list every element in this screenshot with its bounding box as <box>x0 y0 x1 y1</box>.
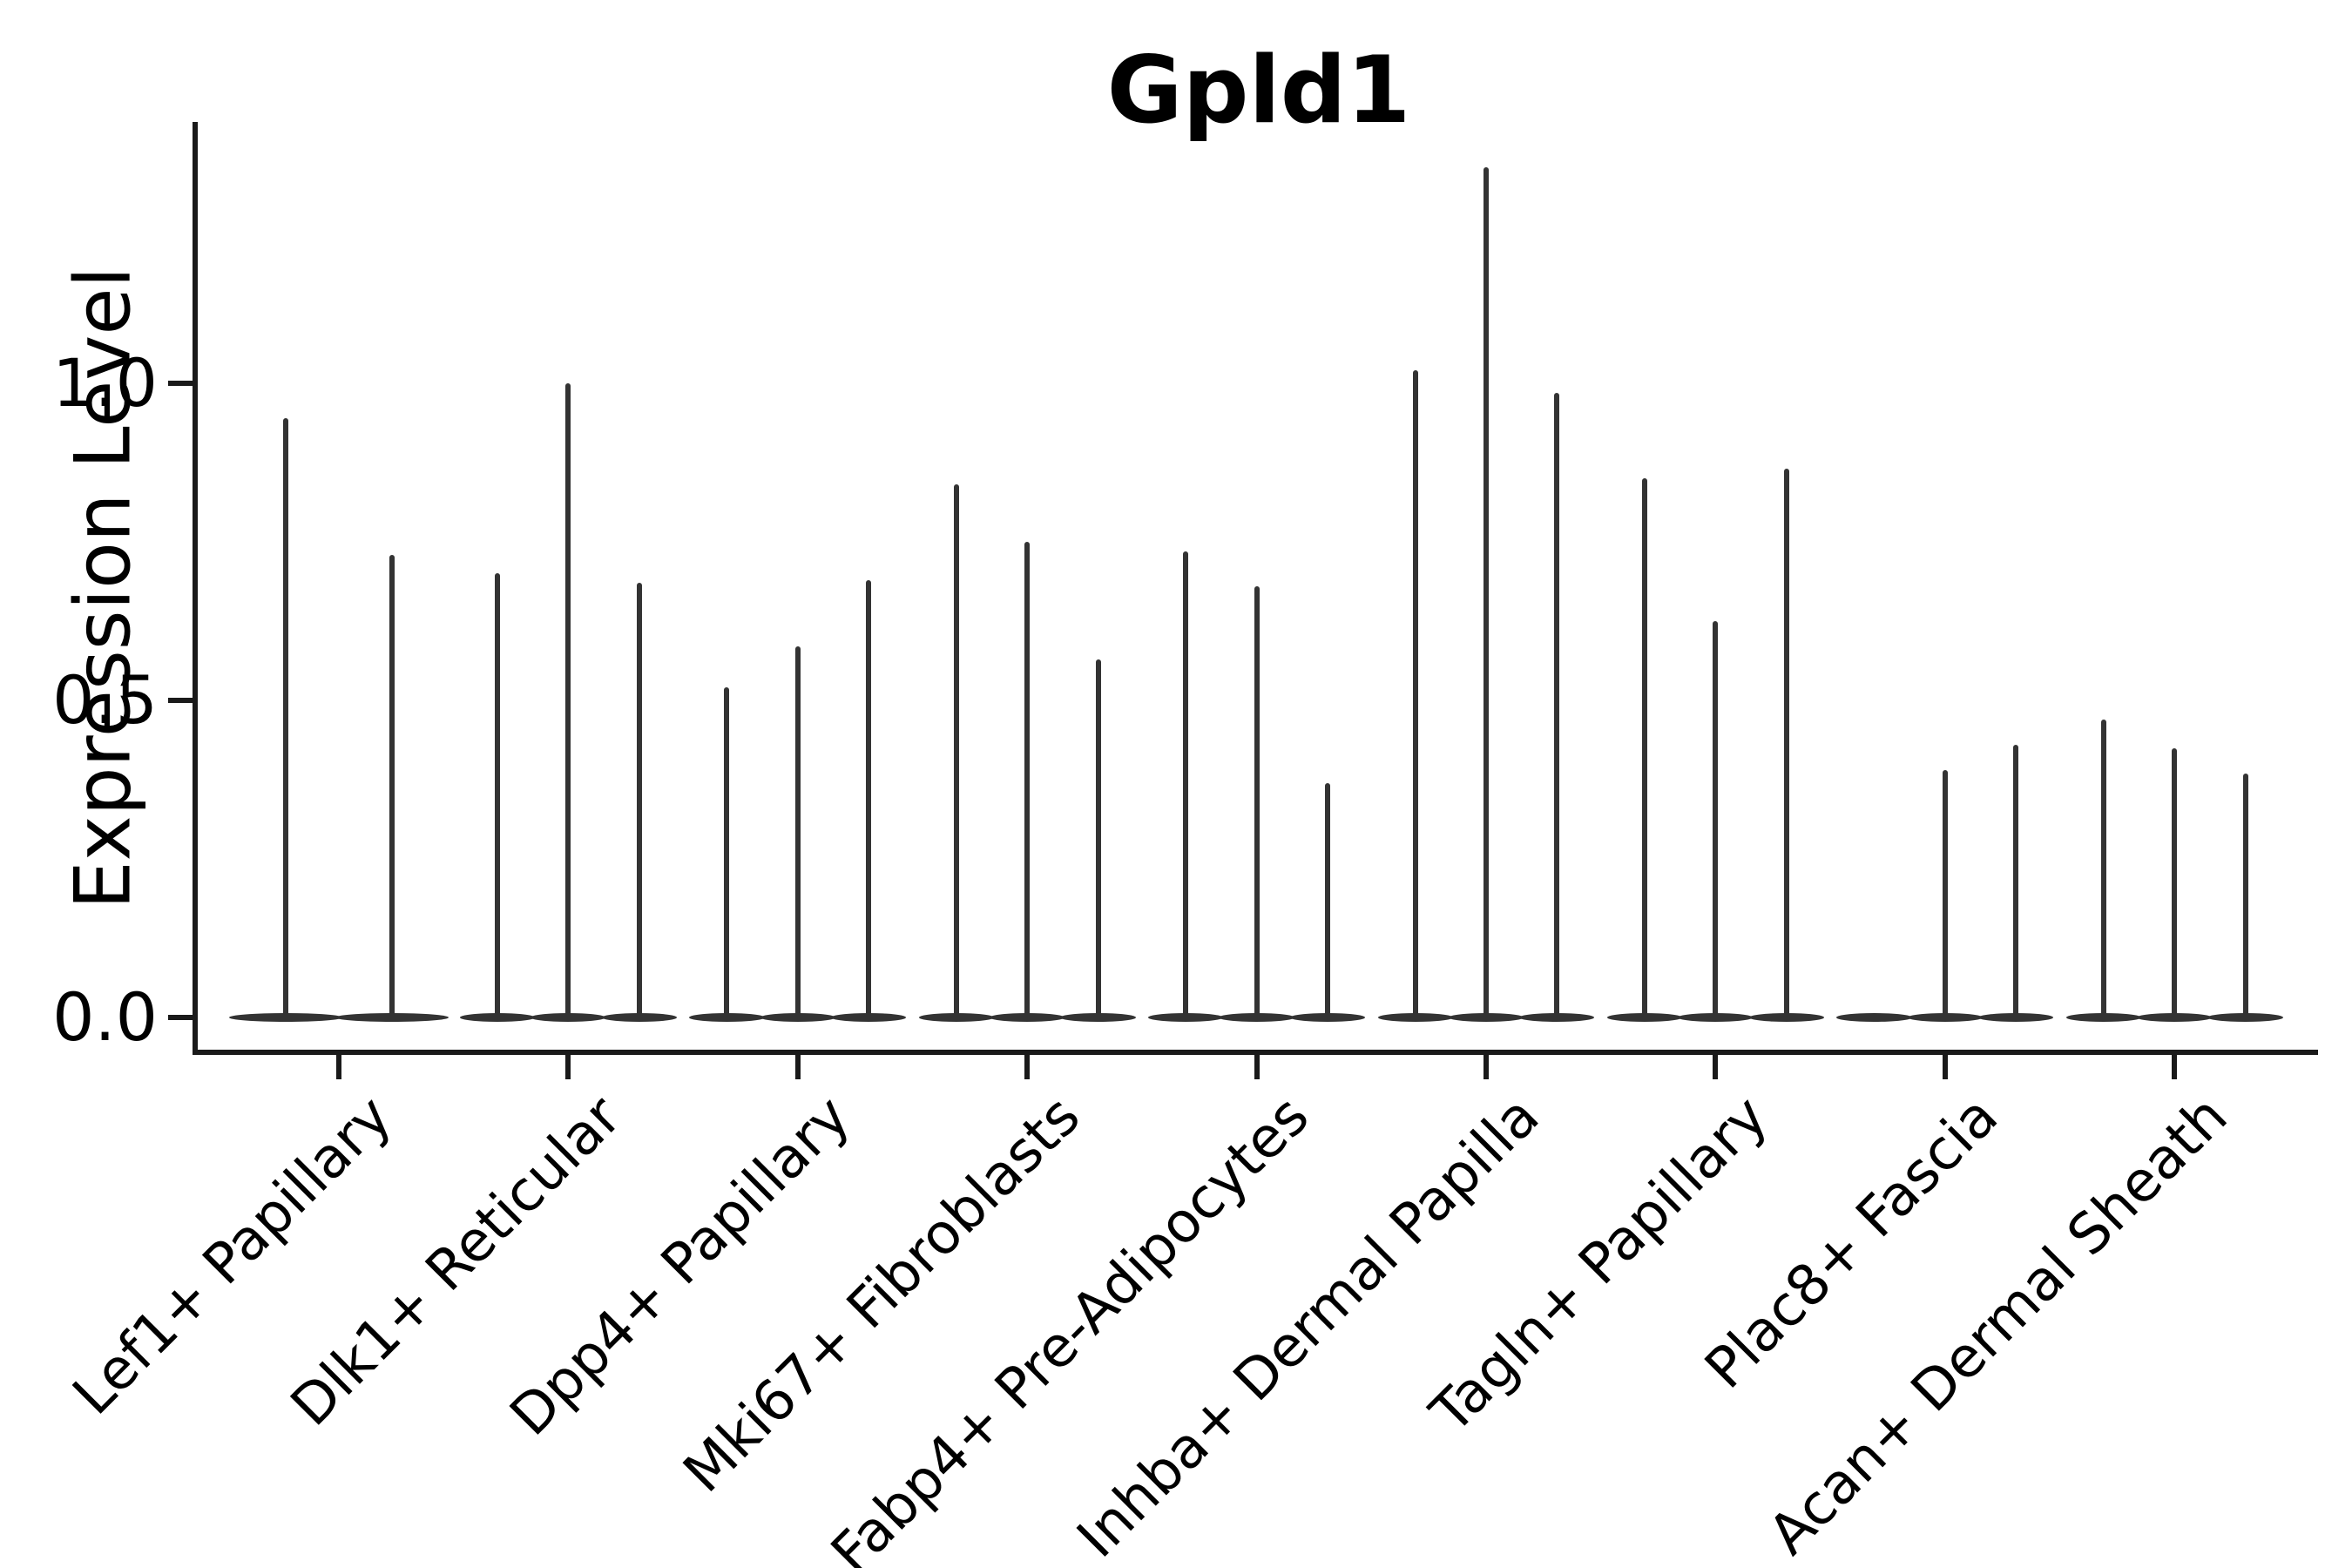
violin-density-base <box>1448 1013 1524 1022</box>
violin-max-spike <box>1484 167 1489 1017</box>
violin-max-spike <box>283 418 288 1017</box>
violin-density-base <box>229 1013 342 1022</box>
violin-max-spike <box>794 646 801 1017</box>
y-tick-label-2: 1.0 <box>52 344 158 422</box>
violin-max-spike <box>1713 621 1719 1017</box>
violin-density-base <box>531 1013 606 1022</box>
y-tick-mark <box>168 1015 193 1020</box>
violin-max-spike <box>1183 551 1189 1017</box>
violin-max-spike <box>495 573 501 1017</box>
violin-max-spike <box>1024 542 1031 1017</box>
x-tick-mark <box>336 1055 341 1079</box>
violin-max-spike <box>1942 770 1948 1017</box>
y-axis-spine <box>193 122 198 1055</box>
violin-density-base <box>831 1013 907 1022</box>
violin-density-base <box>601 1013 677 1022</box>
chart-title: Gpld1 <box>1106 37 1411 144</box>
violin-max-spike <box>1324 782 1330 1017</box>
violin-max-spike <box>2100 719 2106 1017</box>
violin-density-base <box>1836 1013 1912 1022</box>
x-tick-label-8: Acan+ Dermal Sheath <box>1756 1084 2240 1568</box>
violin-density-base <box>2065 1013 2141 1022</box>
violin-density-base <box>1907 1013 1983 1022</box>
y-tick-label-0: 0.0 <box>52 978 158 1056</box>
violin-density-base <box>1060 1013 1136 1022</box>
violin-density-base <box>2207 1013 2283 1022</box>
violin-max-spike <box>565 383 571 1017</box>
violin-density-base <box>918 1013 994 1022</box>
violin-density-base <box>2137 1013 2213 1022</box>
violin-density-base <box>1978 1013 2054 1022</box>
violin-density-base <box>1748 1013 1824 1022</box>
x-tick-mark <box>565 1055 571 1079</box>
violin-max-spike <box>389 554 395 1017</box>
violin-density-base <box>990 1013 1065 1022</box>
x-tick-mark <box>2172 1055 2178 1079</box>
x-tick-label-4: Fabp4+ Pre-Adipocytes <box>819 1084 1322 1568</box>
violin-max-spike <box>2013 744 2019 1017</box>
violin-max-spike <box>866 579 872 1017</box>
y-tick-mark <box>168 381 193 386</box>
violin-density-base <box>1219 1013 1294 1022</box>
violin-max-spike <box>1783 469 1789 1017</box>
violin-max-spike <box>1412 370 1418 1017</box>
violin-density-base <box>1289 1013 1366 1022</box>
x-tick-label-3: Mki67+ Fibroblasts <box>671 1084 1092 1505</box>
violin-density-base <box>1678 1013 1754 1022</box>
x-tick-mark <box>1713 1055 1719 1079</box>
violin-max-spike <box>1554 392 1560 1017</box>
violin-density-base <box>1519 1013 1595 1022</box>
violin-density-base <box>459 1013 536 1022</box>
violin-density-base <box>1606 1013 1683 1022</box>
violin-max-spike <box>1095 659 1101 1017</box>
violin-density-base <box>1377 1013 1453 1022</box>
x-tick-mark <box>1484 1055 1489 1079</box>
x-tick-mark <box>1024 1055 1031 1079</box>
violin-density-base <box>1148 1013 1224 1022</box>
violin-density-base <box>760 1013 835 1022</box>
y-tick-label-1: 0.5 <box>52 661 158 739</box>
violin-max-spike <box>636 583 642 1017</box>
x-tick-label-5: Inhba+ Dermal Papilla <box>1064 1084 1551 1568</box>
x-tick-mark <box>794 1055 801 1079</box>
violin-density-base <box>335 1013 449 1022</box>
violin-max-spike <box>1642 478 1648 1017</box>
x-tick-mark <box>1942 1055 1948 1079</box>
violin-max-spike <box>724 687 730 1017</box>
violin-max-spike <box>1254 585 1260 1017</box>
violin-max-spike <box>953 484 959 1017</box>
violin-density-base <box>689 1013 765 1022</box>
x-tick-mark <box>1254 1055 1260 1079</box>
x-axis-spine <box>193 1050 2318 1055</box>
violin-max-spike <box>2242 773 2248 1017</box>
violin-max-spike <box>2172 747 2178 1017</box>
y-tick-mark <box>168 698 193 703</box>
